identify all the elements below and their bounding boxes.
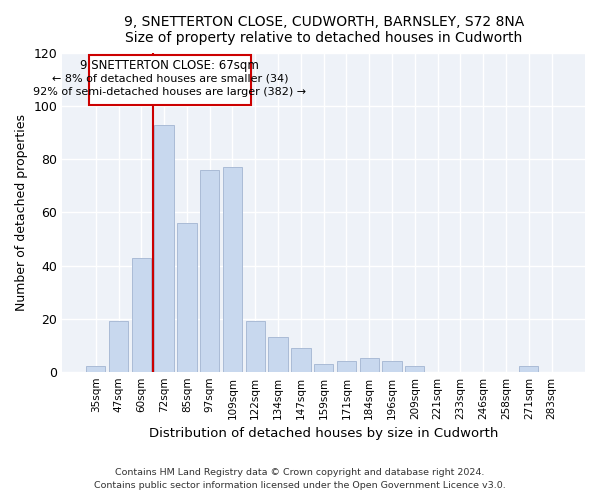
Text: 9 SNETTERTON CLOSE: 67sqm: 9 SNETTERTON CLOSE: 67sqm — [80, 58, 259, 71]
Bar — [223, 168, 242, 372]
Y-axis label: Number of detached properties: Number of detached properties — [15, 114, 28, 311]
Bar — [382, 361, 402, 372]
X-axis label: Distribution of detached houses by size in Cudworth: Distribution of detached houses by size … — [149, 427, 499, 440]
Bar — [109, 322, 128, 372]
Bar — [519, 366, 538, 372]
Bar — [177, 223, 197, 372]
Title: 9, SNETTERTON CLOSE, CUDWORTH, BARNSLEY, S72 8NA
Size of property relative to de: 9, SNETTERTON CLOSE, CUDWORTH, BARNSLEY,… — [124, 15, 524, 45]
Bar — [268, 337, 288, 372]
Bar — [337, 361, 356, 372]
Text: 92% of semi-detached houses are larger (382) →: 92% of semi-detached houses are larger (… — [33, 87, 307, 97]
Bar — [245, 322, 265, 372]
Bar — [359, 358, 379, 372]
Bar — [405, 366, 424, 372]
Bar — [86, 366, 106, 372]
Text: ← 8% of detached houses are smaller (34): ← 8% of detached houses are smaller (34) — [52, 74, 288, 84]
Text: Contains HM Land Registry data © Crown copyright and database right 2024.: Contains HM Land Registry data © Crown c… — [115, 468, 485, 477]
Bar — [89, 54, 251, 105]
Text: Contains public sector information licensed under the Open Government Licence v3: Contains public sector information licen… — [94, 482, 506, 490]
Bar — [131, 258, 151, 372]
Bar — [291, 348, 311, 372]
Bar — [154, 125, 174, 372]
Bar — [200, 170, 220, 372]
Bar — [314, 364, 334, 372]
